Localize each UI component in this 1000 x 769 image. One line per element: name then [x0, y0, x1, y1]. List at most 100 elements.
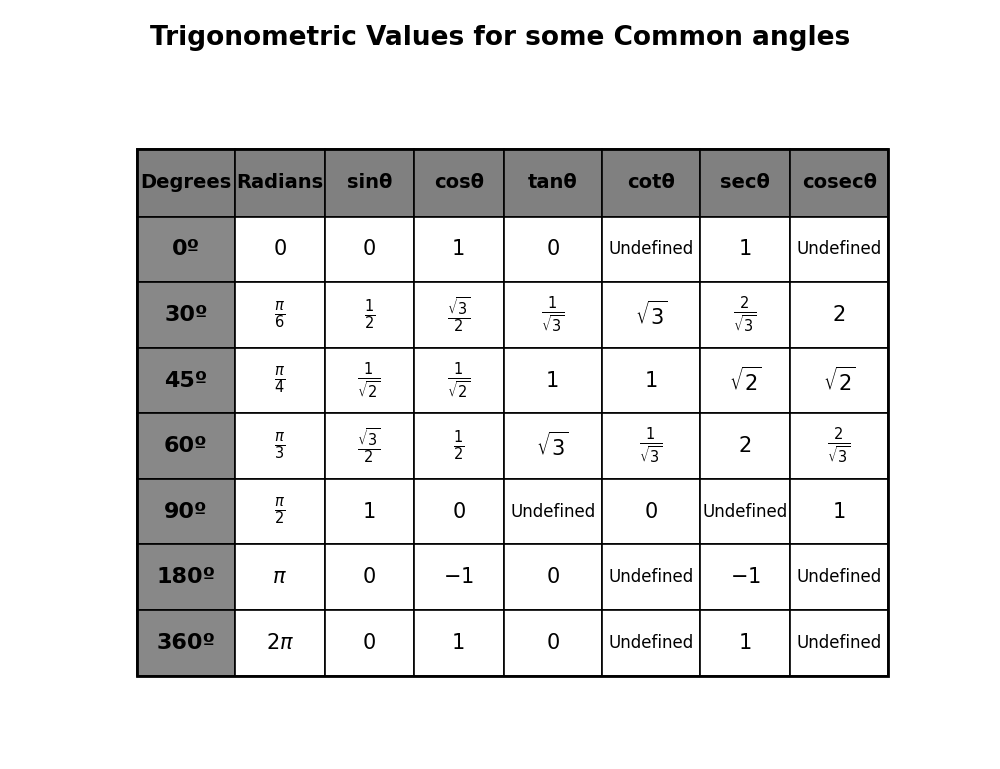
Bar [137, 413, 235, 479]
Bar [790, 544, 888, 610]
Text: $\frac{1}{2}$: $\frac{1}{2}$ [453, 429, 464, 464]
Text: $\frac{2}{\sqrt{3}}$: $\frac{2}{\sqrt{3}}$ [733, 295, 757, 335]
Text: $\frac{\pi}{2}$: $\frac{\pi}{2}$ [274, 496, 285, 528]
Bar [325, 413, 414, 479]
Text: cosθ: cosθ [434, 173, 484, 192]
Bar [325, 148, 414, 217]
Bar [235, 217, 325, 282]
Text: $-1$: $-1$ [443, 568, 474, 588]
Bar [325, 348, 414, 413]
Bar [414, 610, 504, 675]
Text: 1: 1 [739, 633, 752, 653]
Bar [602, 479, 700, 544]
Text: Degrees: Degrees [140, 173, 231, 192]
Text: Trigonometric Values for some Common angles: Trigonometric Values for some Common ang… [150, 25, 850, 51]
Bar [235, 610, 325, 675]
Text: 2: 2 [739, 436, 752, 456]
Text: 0: 0 [273, 239, 286, 259]
Bar [414, 544, 504, 610]
Text: $2\pi$: $2\pi$ [266, 633, 294, 653]
Bar [414, 148, 504, 217]
Bar [325, 479, 414, 544]
Text: $\sqrt{2}$: $\sqrt{2}$ [823, 366, 856, 394]
Text: 2: 2 [833, 305, 846, 325]
Bar [700, 413, 790, 479]
Bar [235, 544, 325, 610]
Text: 0: 0 [363, 239, 376, 259]
Bar [504, 544, 602, 610]
Text: Undefined: Undefined [609, 241, 694, 258]
Text: 1: 1 [452, 633, 465, 653]
Bar [137, 348, 235, 413]
Text: $\frac{\sqrt{3}}{2}$: $\frac{\sqrt{3}}{2}$ [447, 295, 471, 335]
Bar [325, 610, 414, 675]
Bar [602, 413, 700, 479]
Bar [602, 544, 700, 610]
Text: Undefined: Undefined [609, 568, 694, 586]
Bar [137, 217, 235, 282]
Bar [235, 348, 325, 413]
Bar [790, 348, 888, 413]
Bar [504, 348, 602, 413]
Text: 0: 0 [363, 633, 376, 653]
Bar [325, 217, 414, 282]
Bar [504, 413, 602, 479]
Text: $\frac{1}{\sqrt{3}}$: $\frac{1}{\sqrt{3}}$ [639, 426, 663, 466]
Bar [235, 148, 325, 217]
Text: $\frac{1}{\sqrt{2}}$: $\frac{1}{\sqrt{2}}$ [357, 360, 381, 401]
Text: 180º: 180º [156, 568, 215, 588]
Bar [790, 479, 888, 544]
Text: 0: 0 [645, 501, 658, 521]
Bar [504, 217, 602, 282]
Bar [504, 148, 602, 217]
Bar [325, 544, 414, 610]
Bar [602, 348, 700, 413]
Bar [414, 413, 504, 479]
Bar [137, 479, 235, 544]
Bar [790, 282, 888, 348]
Bar [700, 610, 790, 675]
Text: $\frac{2}{\sqrt{3}}$: $\frac{2}{\sqrt{3}}$ [827, 426, 851, 466]
Bar [137, 148, 888, 675]
Text: $\sqrt{3}$: $\sqrt{3}$ [536, 432, 569, 461]
Text: 1: 1 [452, 239, 465, 259]
Bar [700, 282, 790, 348]
Text: 1: 1 [833, 501, 846, 521]
Bar [700, 544, 790, 610]
Text: 1: 1 [363, 501, 376, 521]
Bar [700, 479, 790, 544]
Bar [602, 282, 700, 348]
Text: 360º: 360º [156, 633, 215, 653]
Bar [235, 413, 325, 479]
Text: 0: 0 [546, 239, 559, 259]
Bar [137, 282, 235, 348]
Text: Undefined: Undefined [797, 241, 882, 258]
Bar [602, 610, 700, 675]
Text: $\frac{\pi}{3}$: $\frac{\pi}{3}$ [274, 431, 285, 461]
Text: 60º: 60º [164, 436, 208, 456]
Text: 45º: 45º [164, 371, 207, 391]
Bar [602, 217, 700, 282]
Text: 0: 0 [546, 568, 559, 588]
Bar [700, 148, 790, 217]
Text: Radians: Radians [236, 173, 323, 192]
Bar [700, 217, 790, 282]
Bar [235, 479, 325, 544]
Text: 1: 1 [739, 239, 752, 259]
Bar [235, 282, 325, 348]
Text: sinθ: sinθ [347, 173, 392, 192]
Bar [790, 610, 888, 675]
Bar [504, 282, 602, 348]
Text: secθ: secθ [720, 173, 770, 192]
Bar [325, 282, 414, 348]
Bar [790, 148, 888, 217]
Bar [790, 413, 888, 479]
Text: 0: 0 [363, 568, 376, 588]
Text: 0: 0 [546, 633, 559, 653]
Text: 1: 1 [645, 371, 658, 391]
Bar [137, 148, 235, 217]
Text: tanθ: tanθ [528, 173, 578, 192]
Text: 0: 0 [452, 501, 465, 521]
Text: $\pi$: $\pi$ [272, 568, 287, 588]
Text: Undefined: Undefined [609, 634, 694, 652]
